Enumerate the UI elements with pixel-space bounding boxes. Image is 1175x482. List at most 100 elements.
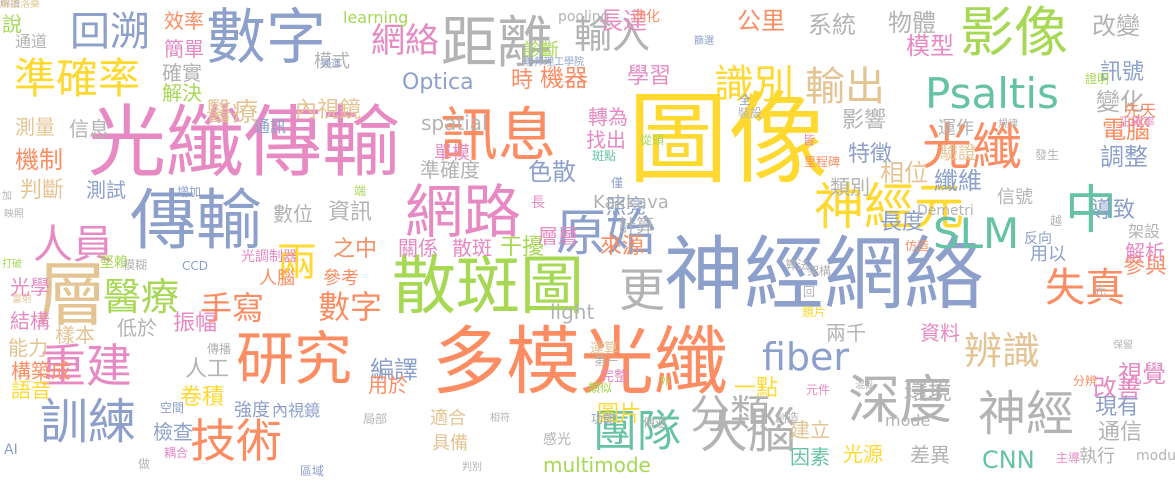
word-44: 系統 bbox=[808, 11, 856, 39]
word-51: 時 bbox=[511, 68, 534, 93]
word-36: 辨識 bbox=[964, 329, 1041, 373]
word-89: 人工 bbox=[185, 357, 230, 382]
word-91: 強度 bbox=[234, 400, 270, 421]
word-20: 重建 bbox=[40, 339, 132, 393]
word-153: 長 bbox=[531, 195, 545, 211]
word-84: 編譯 bbox=[370, 356, 418, 384]
word-184: 元件 bbox=[806, 383, 831, 397]
word-129: 聯邦理工學院 bbox=[524, 57, 584, 68]
word-107: 參考 bbox=[323, 268, 359, 289]
word-41: 網絡 bbox=[371, 21, 439, 61]
word-5: 傳輸 bbox=[130, 182, 262, 259]
word-110: 具備 bbox=[432, 433, 468, 454]
word-115: 效率 bbox=[164, 9, 204, 33]
word-82: 用以 bbox=[1030, 244, 1066, 265]
word-97: 因素 bbox=[790, 445, 830, 469]
word-15: 深度 bbox=[848, 371, 953, 431]
word-1: 光纖傳輸 bbox=[88, 98, 401, 188]
word-19: 訓練 bbox=[40, 394, 137, 450]
word-21: 團隊 bbox=[593, 406, 681, 457]
word-146: 構築成 bbox=[11, 359, 71, 383]
word-81: 來源 bbox=[600, 234, 645, 259]
word-35: 失真 bbox=[1045, 265, 1125, 311]
word-167: 反向 bbox=[1024, 231, 1052, 247]
word-72: 導致 bbox=[1091, 198, 1136, 223]
word-64: 測試 bbox=[86, 178, 126, 202]
word-121: 解決 bbox=[162, 81, 202, 105]
word-186: 分辨 bbox=[1073, 374, 1098, 388]
word-47: 模型 bbox=[906, 32, 954, 60]
word-0: 圖像 bbox=[628, 81, 828, 198]
word-34: 中 bbox=[1065, 181, 1118, 241]
word-182: 類似 bbox=[588, 381, 613, 395]
word-62: 機制 bbox=[15, 146, 63, 174]
word-166: Demetri bbox=[917, 203, 974, 219]
word-190: 相符 bbox=[490, 413, 510, 424]
word-147: 語音 bbox=[11, 378, 51, 402]
word-70: 纖維 bbox=[934, 167, 982, 195]
word-22: 分類 bbox=[690, 392, 770, 438]
word-11: 影像 bbox=[960, 1, 1068, 64]
word-114: mode bbox=[885, 411, 931, 430]
word-117: pooling bbox=[558, 9, 610, 25]
word-165: 光調制器 bbox=[241, 249, 297, 265]
word-171: 越 bbox=[1050, 214, 1063, 228]
word-73: 數位 bbox=[273, 202, 313, 226]
word-27: 手寫 bbox=[200, 289, 265, 327]
word-8: 研究 bbox=[236, 325, 353, 393]
word-18: 技術 bbox=[190, 414, 282, 468]
word-144: 發生 bbox=[1035, 148, 1060, 162]
word-143: 規律 bbox=[998, 119, 1018, 130]
word-139: 斑點 bbox=[592, 149, 617, 163]
word-198: 判別 bbox=[462, 462, 482, 473]
word-126: 模式 bbox=[314, 51, 350, 72]
word-98: 光源 bbox=[843, 442, 883, 466]
word-39: 層 bbox=[37, 254, 107, 336]
word-197: 區域 bbox=[300, 464, 325, 478]
word-148: 光學 bbox=[10, 275, 50, 299]
word-42: 長達 bbox=[599, 7, 647, 35]
word-152: 僅 bbox=[611, 176, 624, 190]
word-17: 大腦 bbox=[700, 403, 797, 459]
word-118: 池化 bbox=[632, 9, 660, 25]
word-33: SLM bbox=[933, 209, 1020, 258]
word-181: 完整 bbox=[600, 369, 628, 385]
word-164: CCD bbox=[182, 259, 208, 273]
word-199: 主導 bbox=[1056, 451, 1081, 465]
word-75: Kakkava bbox=[593, 192, 669, 213]
word-104: 振幅 bbox=[173, 311, 218, 336]
word-83: 參與 bbox=[1123, 254, 1168, 279]
word-168: 仿造 bbox=[905, 239, 930, 253]
word-160: 打破 bbox=[2, 259, 22, 270]
word-116: learning bbox=[343, 8, 409, 27]
word-135: 裝設 bbox=[738, 106, 763, 120]
word-57: 電腦 bbox=[1102, 116, 1150, 144]
word-45: 物體 bbox=[888, 9, 936, 37]
word-200: modulator bbox=[1136, 448, 1175, 464]
word-151: 信息 bbox=[69, 117, 109, 141]
word-180: 運算 bbox=[590, 341, 618, 357]
word-177: 回 bbox=[803, 285, 816, 299]
word-192: 感光 bbox=[543, 432, 571, 448]
word-26: 醫療 bbox=[103, 275, 180, 319]
word-24: 回溯 bbox=[70, 9, 150, 55]
word-106: 樣本 bbox=[55, 323, 95, 347]
word-60: 特徵 bbox=[848, 142, 893, 167]
word-169: 架設 bbox=[1128, 222, 1161, 241]
word-68: 類別 bbox=[830, 175, 870, 199]
word-108: 人腦 bbox=[259, 268, 295, 289]
word-102: 通信 bbox=[1098, 420, 1143, 445]
word-173: 架構 bbox=[807, 264, 832, 278]
word-137: 找出 bbox=[586, 128, 626, 152]
word-100: CNN bbox=[982, 446, 1035, 474]
word-193: 空間 bbox=[160, 401, 185, 415]
word-125: 說 bbox=[2, 12, 22, 36]
word-131: 證明 bbox=[1085, 72, 1110, 86]
word-16: 神經 bbox=[978, 386, 1075, 442]
word-188: 功能 bbox=[591, 412, 616, 426]
word-138: 單模 bbox=[434, 143, 470, 164]
word-48: 醫療 bbox=[206, 98, 259, 128]
word-133: 正確率 bbox=[1119, 115, 1156, 129]
word-50: Optica bbox=[402, 70, 474, 95]
